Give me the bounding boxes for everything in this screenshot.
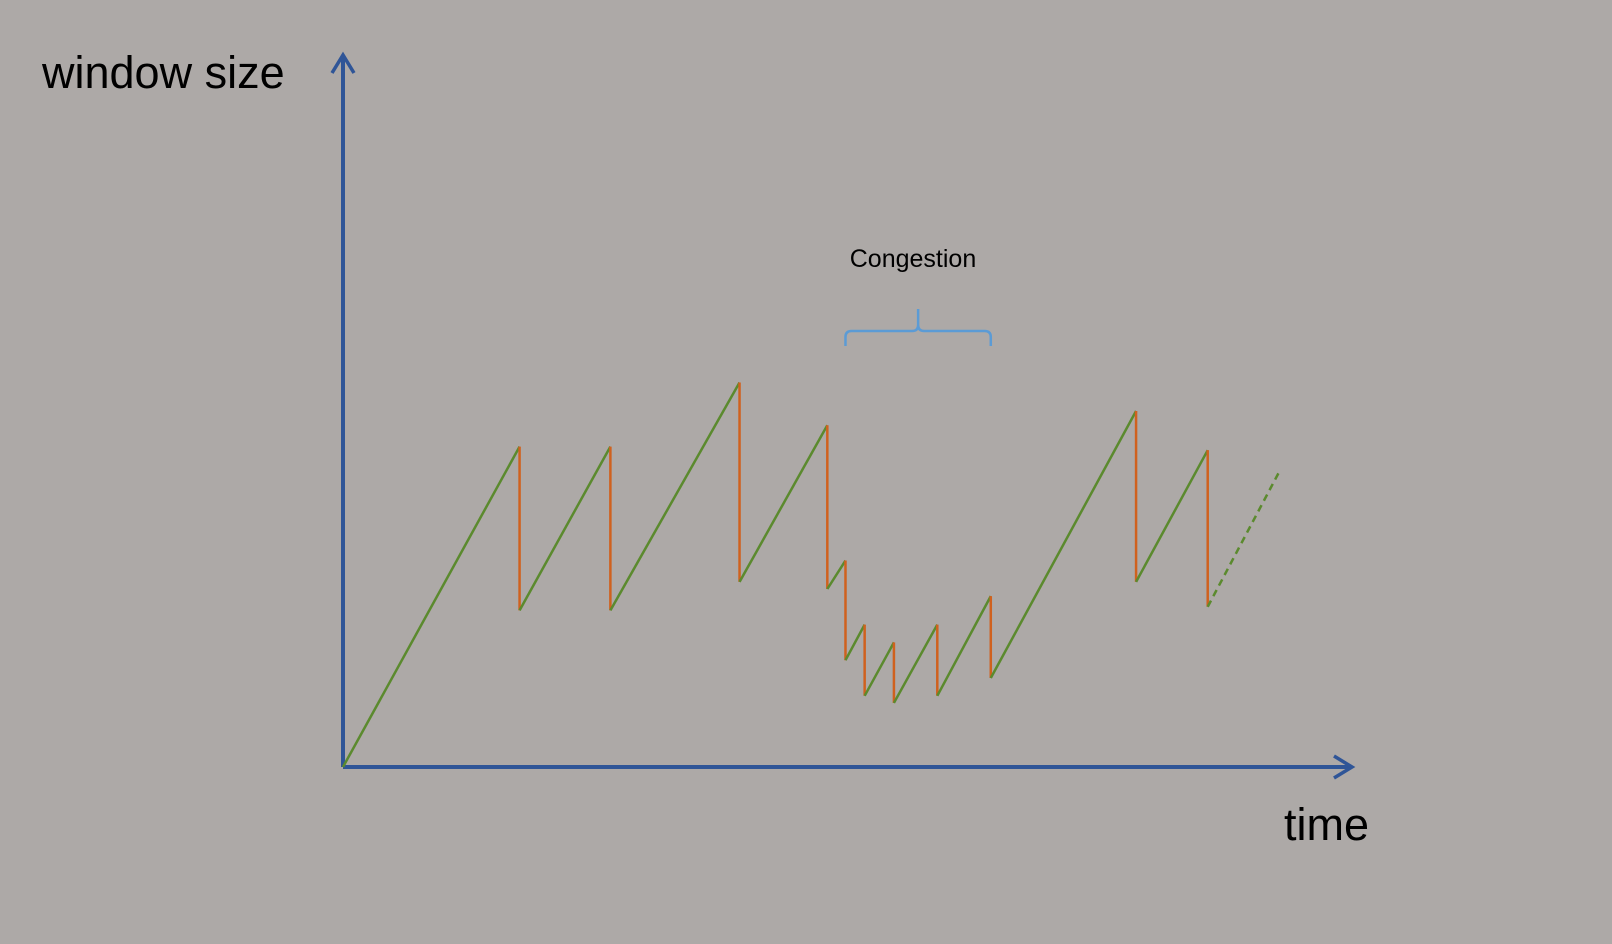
window-increase-segment: [1134, 449, 1209, 583]
window-increase-segment: [989, 410, 1138, 679]
window-increase-segment: [844, 624, 866, 661]
window-increase-segment: [341, 445, 521, 768]
window-increase-segment: [826, 559, 847, 590]
window-increase-segment: [863, 641, 896, 697]
x-axis-label: time: [1284, 799, 1369, 850]
window-increase-segment: [609, 381, 741, 611]
congestion-brace-path: [844, 309, 993, 346]
congestion-label: Congestion: [850, 245, 976, 273]
window-size-series: [341, 381, 1281, 768]
window-projection-segment: [1206, 470, 1281, 608]
y-axis-label: window size: [41, 47, 285, 98]
window-increase-segment: [518, 445, 612, 611]
window-increase-segment: [936, 595, 992, 697]
x-axis-arrowhead: [1333, 754, 1356, 780]
congestion-brace: [844, 309, 993, 346]
axes: [330, 51, 1356, 780]
window-increase-segment: [738, 424, 829, 583]
window-increase-segment: [892, 623, 939, 704]
y-axis-arrowhead: [330, 51, 356, 74]
